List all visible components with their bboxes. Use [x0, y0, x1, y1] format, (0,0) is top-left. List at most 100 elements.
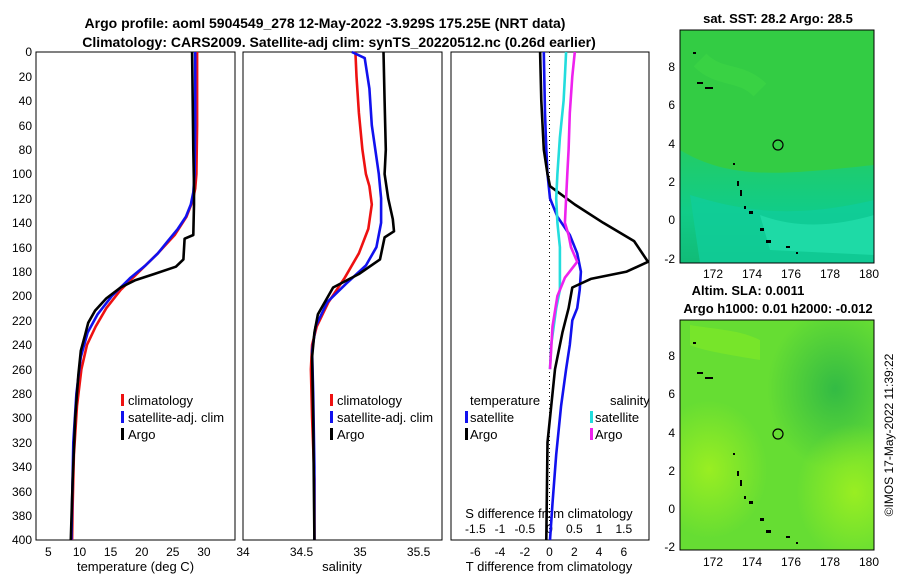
sla-map-frame — [679, 319, 875, 551]
tdiff-tick-m6: -6 — [470, 545, 481, 559]
temperature-series — [69, 51, 199, 541]
temp-tick-10: 10 — [73, 545, 87, 559]
legend-swatch-argo — [330, 428, 333, 440]
tdiff-tick-0: 0 — [546, 545, 553, 559]
sla-lon-176: 176 — [781, 555, 801, 569]
sst-map-field — [680, 30, 874, 263]
depth-tick-260: 260 — [12, 363, 32, 377]
depth-tick-200: 200 — [12, 289, 32, 303]
sst-y-ticks: 8 6 4 2 0 -2 — [664, 60, 675, 266]
sdiff-line-argo — [548, 51, 579, 370]
temperature-axes-frame — [35, 51, 236, 541]
sdiff-tick-m1-5: -1.5 — [465, 522, 486, 536]
sla-map-title-line2: Argo h1000: 0.01 h2000: -0.012 — [683, 301, 872, 316]
legend-swatch-s-satellite — [590, 411, 593, 423]
legend-label-satellite-adj: satellite-adj. clim — [337, 410, 433, 425]
legend-swatch-t-satellite — [465, 411, 468, 423]
imos-credit: ©IMOS 17-May-2022 11:39:22 — [882, 353, 896, 516]
legend-title-temperature: temperature — [470, 393, 540, 408]
sdiff-tick-m1: -1 — [495, 522, 506, 536]
sst-lat-8: 8 — [668, 60, 675, 74]
temperature-panel: 0 20 40 60 80 100 120 140 160 180 200 22… — [12, 45, 236, 574]
sla-lon-174: 174 — [742, 555, 762, 569]
depth-tick-240: 240 — [12, 338, 32, 352]
sla-lat-0: 0 — [668, 502, 675, 516]
sla-lat-8: 8 — [668, 349, 675, 363]
tdiff-tick-2: 2 — [571, 545, 578, 559]
sst-lon-176: 176 — [781, 267, 801, 281]
sst-lon-172: 172 — [703, 267, 723, 281]
difference-panel: -6 -4 -2 0 2 4 6 T difference from clima… — [450, 51, 650, 574]
difference-legend: temperature salinity satellite Argo sate… — [465, 393, 650, 442]
temp-line-climatology — [70, 52, 199, 541]
depth-tick-280: 280 — [12, 387, 32, 401]
tdiff-x-label: T difference from climatology — [466, 559, 633, 574]
sla-lon-178: 178 — [820, 555, 840, 569]
sst-map-title: sat. SST: 28.2 Argo: 28.5 — [703, 11, 853, 26]
depth-tick-0: 0 — [25, 45, 32, 59]
sla-lat-m2: -2 — [664, 540, 675, 554]
depth-tick-100: 100 — [12, 167, 32, 181]
depth-tick-120: 120 — [12, 192, 32, 206]
sal-tick-35: 35 — [353, 545, 367, 559]
temperature-x-label: temperature (deg C) — [77, 559, 194, 574]
sla-x-ticks: 172 174 176 178 180 — [703, 555, 879, 569]
depth-tick-380: 380 — [12, 509, 32, 523]
legend-swatch-argo — [121, 428, 124, 440]
depth-tick-140: 140 — [12, 216, 32, 230]
sla-map-field — [680, 320, 874, 550]
depth-tick-20: 20 — [19, 70, 33, 84]
sla-map-title-line1: Altim. SLA: 0.0011 — [692, 283, 805, 298]
depth-tick-160: 160 — [12, 241, 32, 255]
difference-x-ticks: -6 -4 -2 0 2 4 6 — [470, 545, 627, 559]
temp-tick-5: 5 — [45, 545, 52, 559]
sal-tick-34-5: 34.5 — [290, 545, 314, 559]
legend-label-t-satellite: satellite — [470, 410, 514, 425]
tdiff-tick-4: 4 — [596, 545, 603, 559]
temp-line-satellite-adj — [70, 52, 197, 541]
depth-tick-360: 360 — [12, 485, 32, 499]
sal-line-climatology — [309, 51, 374, 540]
sst-lon-174: 174 — [742, 267, 762, 281]
tdiff-line-argo — [538, 51, 650, 541]
depth-tick-40: 40 — [19, 94, 33, 108]
salinity-panel: 34 34.5 35 35.5 salinity climatology sat… — [236, 50, 443, 574]
tdiff-tick-m4: -4 — [495, 545, 506, 559]
sla-argo-marker — [772, 428, 784, 440]
temperature-y-ticks: 0 20 40 60 80 100 120 140 160 180 200 22… — [12, 45, 32, 547]
sst-lat-4: 4 — [668, 137, 675, 151]
sla-lat-6: 6 — [668, 387, 675, 401]
sst-lon-178: 178 — [820, 267, 840, 281]
sst-lat-2: 2 — [668, 175, 675, 189]
sla-lat-2: 2 — [668, 464, 675, 478]
sst-argo-marker — [772, 139, 784, 151]
sla-coastline — [693, 342, 798, 544]
sdiff-x-ticks: -1.5 -1 -0.5 0 0.5 1 1.5 — [465, 522, 633, 536]
legend-label-t-argo: Argo — [470, 427, 497, 442]
temp-tick-25: 25 — [166, 545, 180, 559]
sst-map-panel: sat. SST: 28.2 Argo: 28.5 8 6 4 2 0 -2 1… — [664, 11, 879, 281]
salinity-axes-frame — [242, 51, 443, 541]
temp-tick-20: 20 — [135, 545, 149, 559]
difference-series — [538, 51, 650, 541]
sla-y-ticks: 8 6 4 2 0 -2 — [664, 349, 675, 554]
legend-swatch-t-argo — [465, 428, 468, 440]
legend-label-s-satellite: satellite — [595, 410, 639, 425]
legend-label-argo: Argo — [128, 427, 155, 442]
sst-map-frame — [679, 29, 875, 264]
tdiff-tick-6: 6 — [620, 545, 627, 559]
sla-lat-4: 4 — [668, 426, 675, 440]
sdiff-tick-1-5: 1.5 — [615, 522, 632, 536]
depth-tick-340: 340 — [12, 460, 32, 474]
temp-tick-30: 30 — [197, 545, 211, 559]
sst-x-ticks: 172 174 176 178 180 — [703, 267, 879, 281]
sst-lat-6: 6 — [668, 98, 675, 112]
sal-line-satellite-adj — [310, 50, 383, 540]
sdiff-tick-m0-5: -0.5 — [514, 522, 535, 536]
depth-tick-60: 60 — [19, 119, 33, 133]
legend-swatch-satellite-adj — [330, 411, 333, 423]
sdiff-tick-0-5: 0.5 — [566, 522, 583, 536]
sst-coastline — [693, 52, 798, 254]
depth-tick-400: 400 — [12, 533, 32, 547]
